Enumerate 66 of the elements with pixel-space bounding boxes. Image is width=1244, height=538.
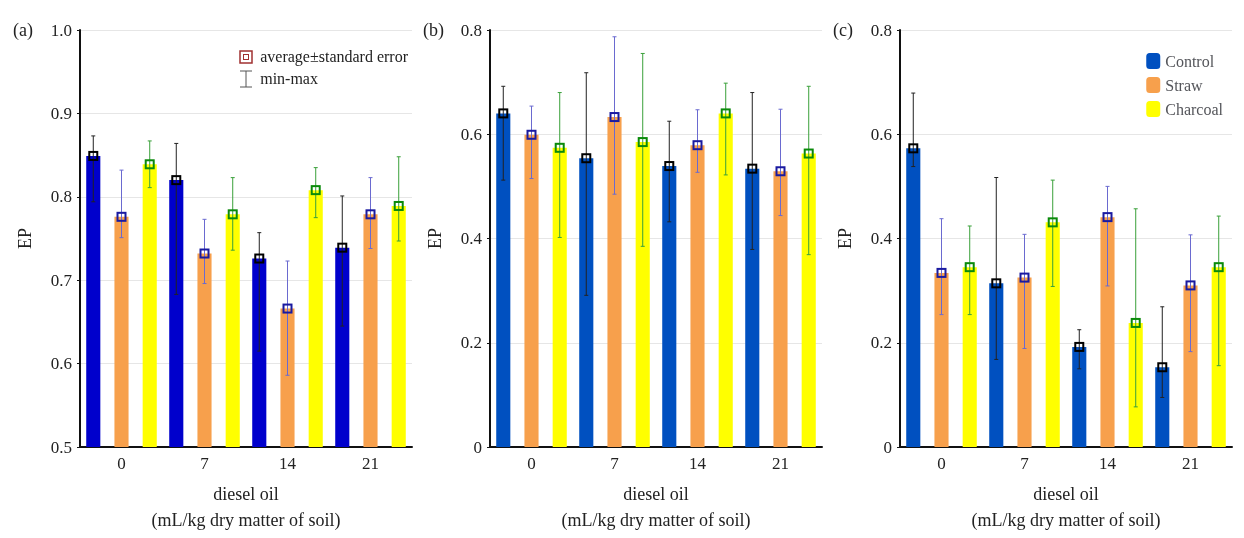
x-tick-label: 0: [527, 454, 536, 473]
bar: [1128, 322, 1143, 447]
bar: [745, 168, 760, 447]
legend-label: Charcoal: [1165, 100, 1224, 118]
bar: [934, 272, 949, 447]
annotation: average±standard error: [260, 48, 408, 66]
y-tick-label: 0.4: [460, 229, 483, 248]
annotation: min-max: [260, 70, 318, 88]
y-tick-label: 0: [883, 437, 892, 457]
bar: [1045, 222, 1060, 447]
y-tick-label: 0.6: [460, 124, 482, 144]
bar: [773, 171, 788, 447]
x-tick-label: 21: [1182, 454, 1199, 473]
chart-title: (a): [13, 20, 33, 41]
bar: [1183, 285, 1198, 447]
x-tick-label: 7: [1020, 454, 1030, 473]
y-tick-label: 0.8: [870, 20, 892, 40]
x-tick-label: 21: [772, 454, 789, 473]
x-tick-label: 7: [610, 454, 620, 473]
y-tick-label: 0.6: [870, 124, 892, 144]
x-tick-label: 7: [200, 454, 210, 473]
y-tick-label: 0.4: [870, 229, 893, 248]
chart-title: (c): [833, 20, 853, 41]
bar: [635, 142, 650, 447]
x-axis-title: diesel oil (mL/kg dry matter of soil): [561, 484, 751, 531]
x-axis-title: diesel oil (mL/kg dry matter of soil): [151, 484, 341, 531]
legend-label: Control: [1165, 52, 1215, 70]
bar: [1155, 367, 1170, 447]
x-tick-label: 0: [117, 454, 126, 473]
chart-title: (b): [423, 20, 444, 41]
bar: [1072, 346, 1087, 447]
y-tick-label: 0: [473, 437, 482, 457]
x-tick-label: 14: [1099, 454, 1117, 473]
y-tick-label: 0.7: [50, 270, 73, 290]
bar: [989, 283, 1004, 447]
bar: [906, 148, 921, 447]
bar: [496, 113, 511, 447]
bar: [801, 153, 816, 447]
bar: [1100, 217, 1115, 447]
bar: [962, 267, 977, 447]
x-tick-label: 21: [362, 454, 379, 473]
x-tick-label: 14: [689, 454, 707, 473]
bar: [1017, 277, 1032, 447]
y-tick-label: 0.9: [50, 103, 72, 123]
x-tick-label: 0: [937, 454, 946, 473]
bar: [524, 134, 539, 447]
x-axis-title: diesel oil (mL/kg dry matter of soil): [971, 484, 1161, 531]
x-tick-label: 14: [279, 454, 297, 473]
bar: [579, 158, 594, 447]
bar: [552, 147, 567, 447]
legend-label: Straw: [1165, 76, 1204, 94]
bar: [662, 166, 677, 447]
y-tick-label: 0.8: [50, 187, 72, 207]
y-axis-title: EP: [835, 227, 855, 250]
y-axis-title: EP: [425, 227, 445, 250]
y-axis-title: EP: [15, 227, 35, 250]
y-tick-label: 0.2: [870, 333, 892, 353]
bar: [1211, 267, 1226, 447]
y-tick-label: 0.8: [460, 20, 482, 40]
y-tick-label: 0.2: [460, 333, 482, 353]
bar: [718, 113, 733, 447]
bar: [690, 145, 705, 447]
y-tick-label: 1.0: [50, 20, 72, 40]
y-tick-label: 0.5: [50, 437, 72, 457]
bar: [607, 117, 622, 447]
y-tick-label: 0.6: [50, 354, 72, 374]
